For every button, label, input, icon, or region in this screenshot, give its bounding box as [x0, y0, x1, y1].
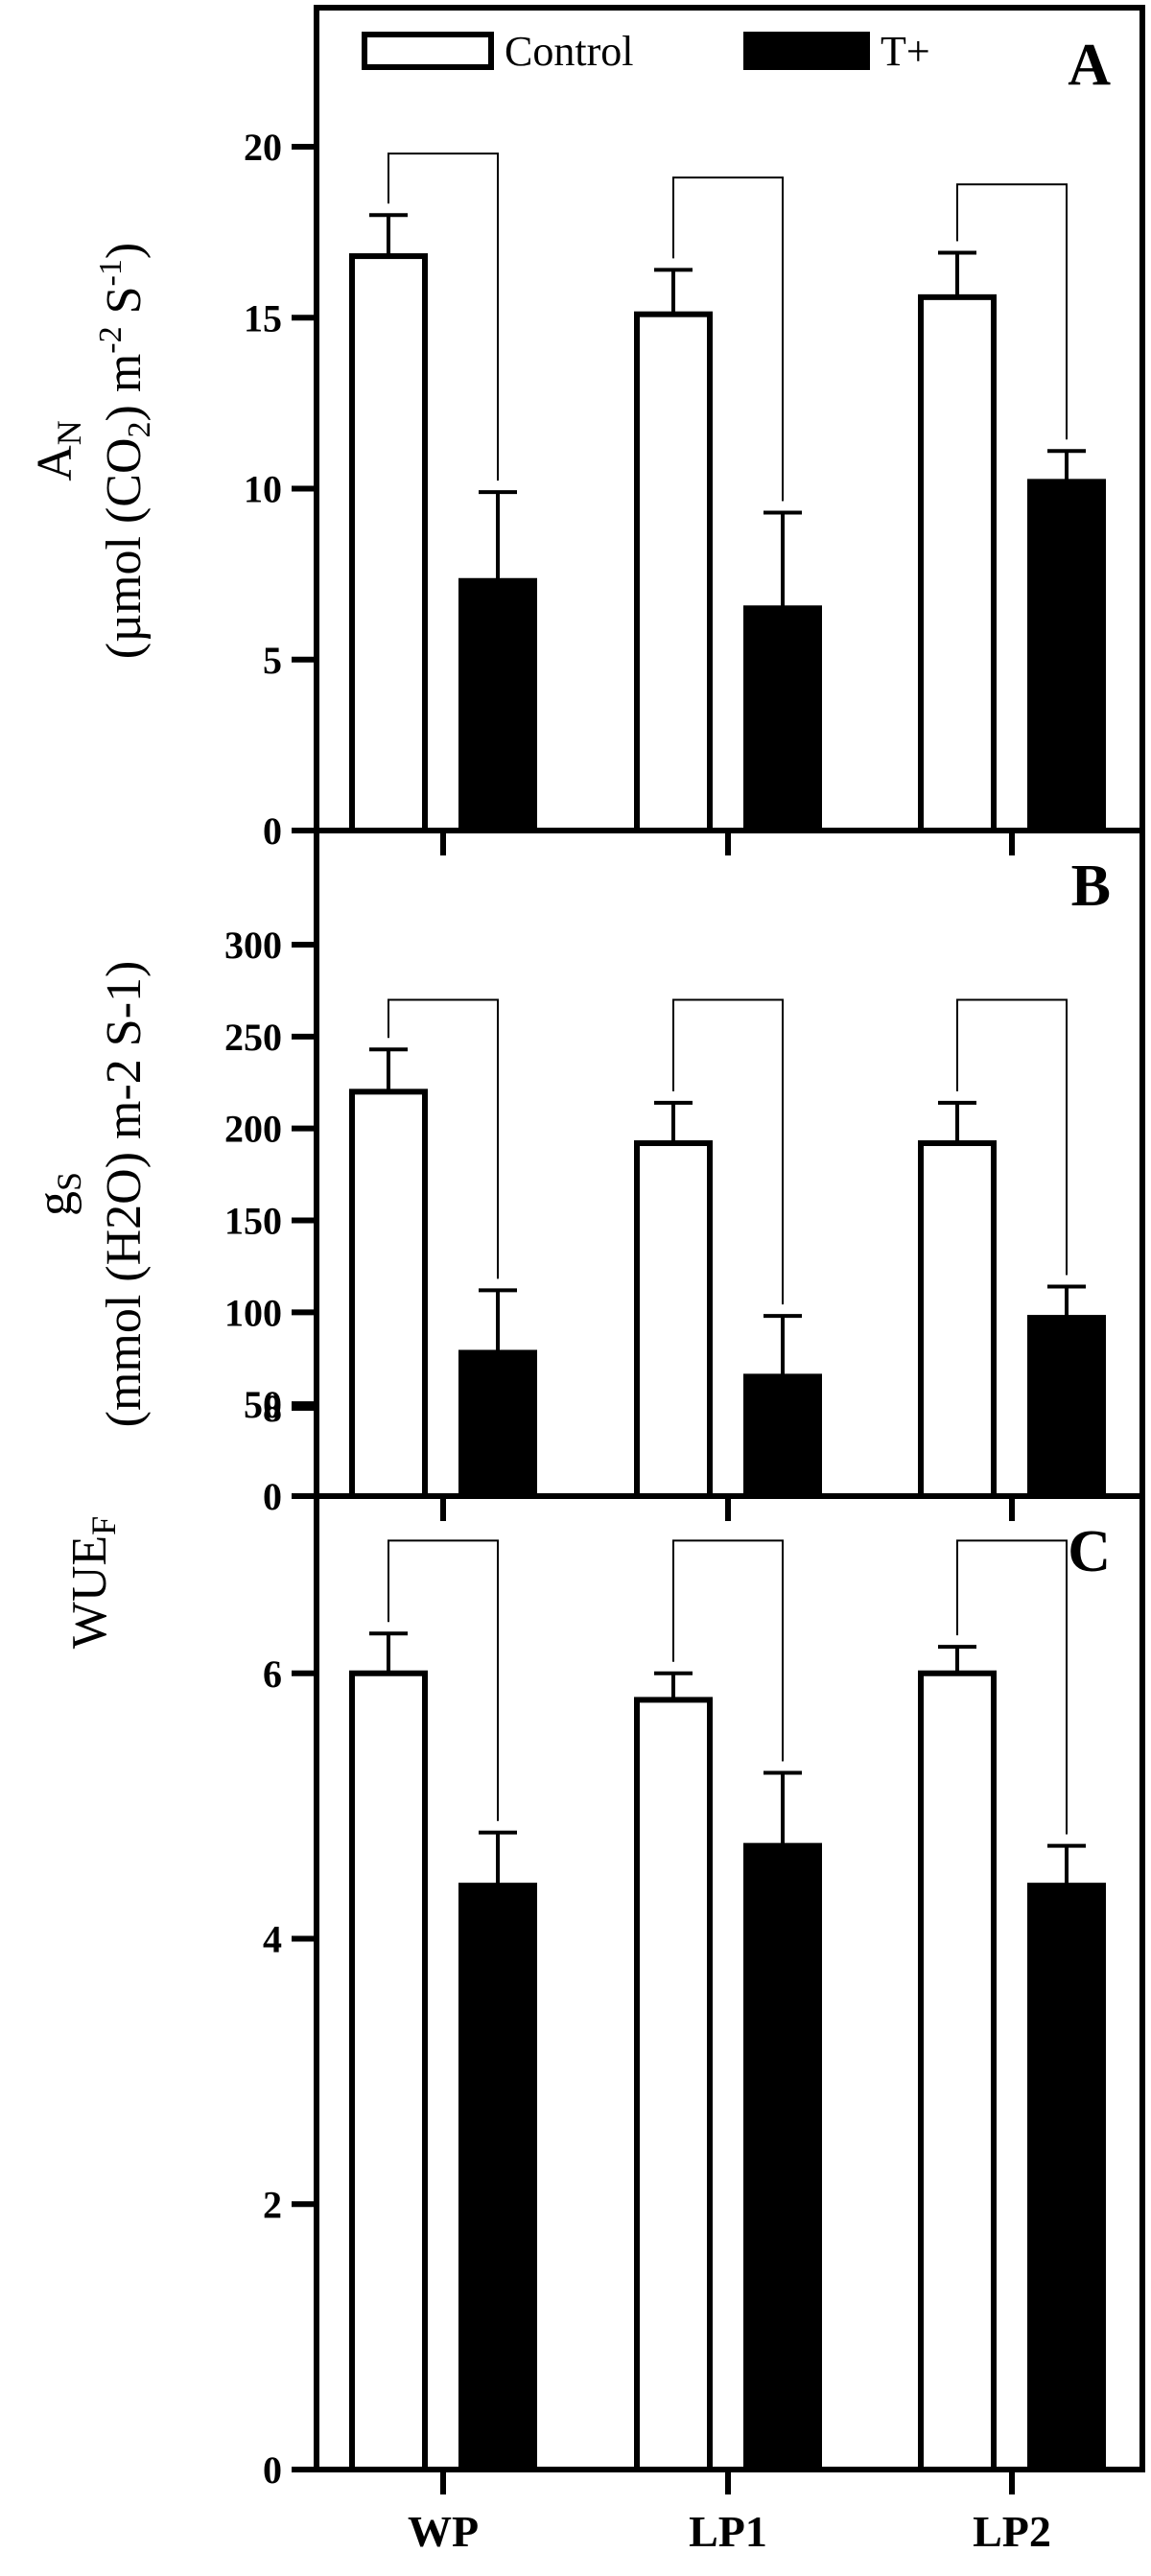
y-tick-label: 300	[224, 924, 282, 967]
significance-bracket	[672, 176, 784, 502]
legend-label-control: Control	[505, 28, 633, 75]
bar-t-plus-lp1	[743, 1373, 822, 1499]
y-tick-label: 4	[263, 1918, 282, 1961]
bar-t-plus-wp	[458, 1349, 537, 1499]
y-axis-title-line1: AN	[28, 420, 88, 481]
bar-t-plus-wp	[458, 577, 537, 833]
bar-control-wp	[349, 253, 428, 833]
bar-t-plus-lp2	[1027, 1883, 1106, 2472]
y-tick-label: 5	[263, 639, 282, 682]
y-axis-title: AN(µmol (CO2) m-2 S-1)	[28, 243, 157, 659]
y-axis-title: WUEF	[62, 1516, 123, 1649]
panel-frame	[314, 1493, 1145, 2472]
y-tick-label: 10	[244, 468, 282, 511]
x-category-label-lp2: LP2	[973, 2507, 1051, 2556]
y-tick-label: 8	[263, 1387, 282, 1430]
bar-control-lp1	[634, 1697, 713, 2473]
y-tick-label: 6	[263, 1652, 282, 1696]
panels: 0 5 10 15 20 A 0 50 100 150 200 250 300 B 0 2 4 6 8 C WP LP1 L…	[28, 5, 1145, 2556]
bar-t-plus-lp2	[1027, 479, 1106, 833]
panel-label: B	[1071, 854, 1111, 919]
bar-control-lp2	[918, 1670, 997, 2472]
y-tick-label: 50	[244, 1383, 282, 1426]
bar-control-lp1	[634, 1140, 713, 1499]
bar-control-lp2	[918, 1140, 997, 1499]
legend: Control T+	[362, 28, 930, 75]
bar-control-wp	[349, 1089, 428, 1500]
panel-b: 0 50 100 150 200 250 300 B	[224, 828, 1145, 1521]
bar-control-lp2	[918, 293, 997, 833]
panel-frame	[314, 828, 1145, 1499]
legend-swatch-t-plus	[743, 32, 870, 70]
significance-bracket	[388, 998, 499, 1279]
y-axis-title-line1: gS	[28, 1172, 88, 1216]
panel-frame	[314, 5, 1145, 833]
panel-label: A	[1068, 33, 1111, 98]
y-tick-label: 250	[224, 1016, 282, 1059]
bar-t-plus-lp1	[743, 1842, 822, 2472]
bar-t-plus-wp	[458, 1883, 537, 2472]
y-tick-label: 100	[224, 1291, 282, 1334]
y-tick-label: 200	[224, 1108, 282, 1151]
significance-bracket	[672, 998, 784, 1305]
significance-bracket	[388, 152, 499, 481]
bar-control-wp	[349, 1670, 428, 2472]
legend-label-t-plus: T+	[881, 28, 930, 75]
significance-bracket	[956, 183, 1068, 440]
y-tick-label: 0	[263, 809, 282, 853]
significance-bracket	[956, 1539, 1068, 1835]
y-axis-title-line2: (mmol (H2O) m-2 S-1)	[97, 961, 152, 1428]
y-tick-label: 2	[263, 2183, 282, 2226]
y-tick-label: 150	[224, 1200, 282, 1243]
y-axis-title-line1: WUEF	[62, 1516, 123, 1649]
y-axis-title-line2: (µmol (CO2) m-2 S-1)	[93, 243, 157, 659]
legend-swatch-control	[362, 32, 494, 70]
y-axis-title: gS (mmol (H2O) m-2 S-1)	[28, 961, 152, 1428]
panel-a: 0 5 10 15 20 A	[244, 5, 1145, 855]
bar-control-lp1	[634, 311, 713, 833]
y-tick-label: 0	[263, 2448, 282, 2492]
significance-bracket	[956, 998, 1068, 1276]
panel-label: C	[1068, 1519, 1111, 1584]
y-tick-label: 0	[263, 1475, 282, 1518]
y-tick-label: 15	[244, 296, 282, 340]
x-category-label-lp1: LP1	[689, 2507, 767, 2556]
significance-bracket	[672, 1539, 784, 1762]
bar-t-plus-lp1	[743, 605, 822, 834]
x-category-label-wp: WP	[408, 2507, 479, 2556]
panel-c: 0 2 4 6 8 C	[263, 1387, 1145, 2494]
y-tick-label: 20	[244, 126, 282, 169]
significance-bracket	[388, 1539, 499, 1821]
bar-t-plus-lp2	[1027, 1315, 1106, 1500]
